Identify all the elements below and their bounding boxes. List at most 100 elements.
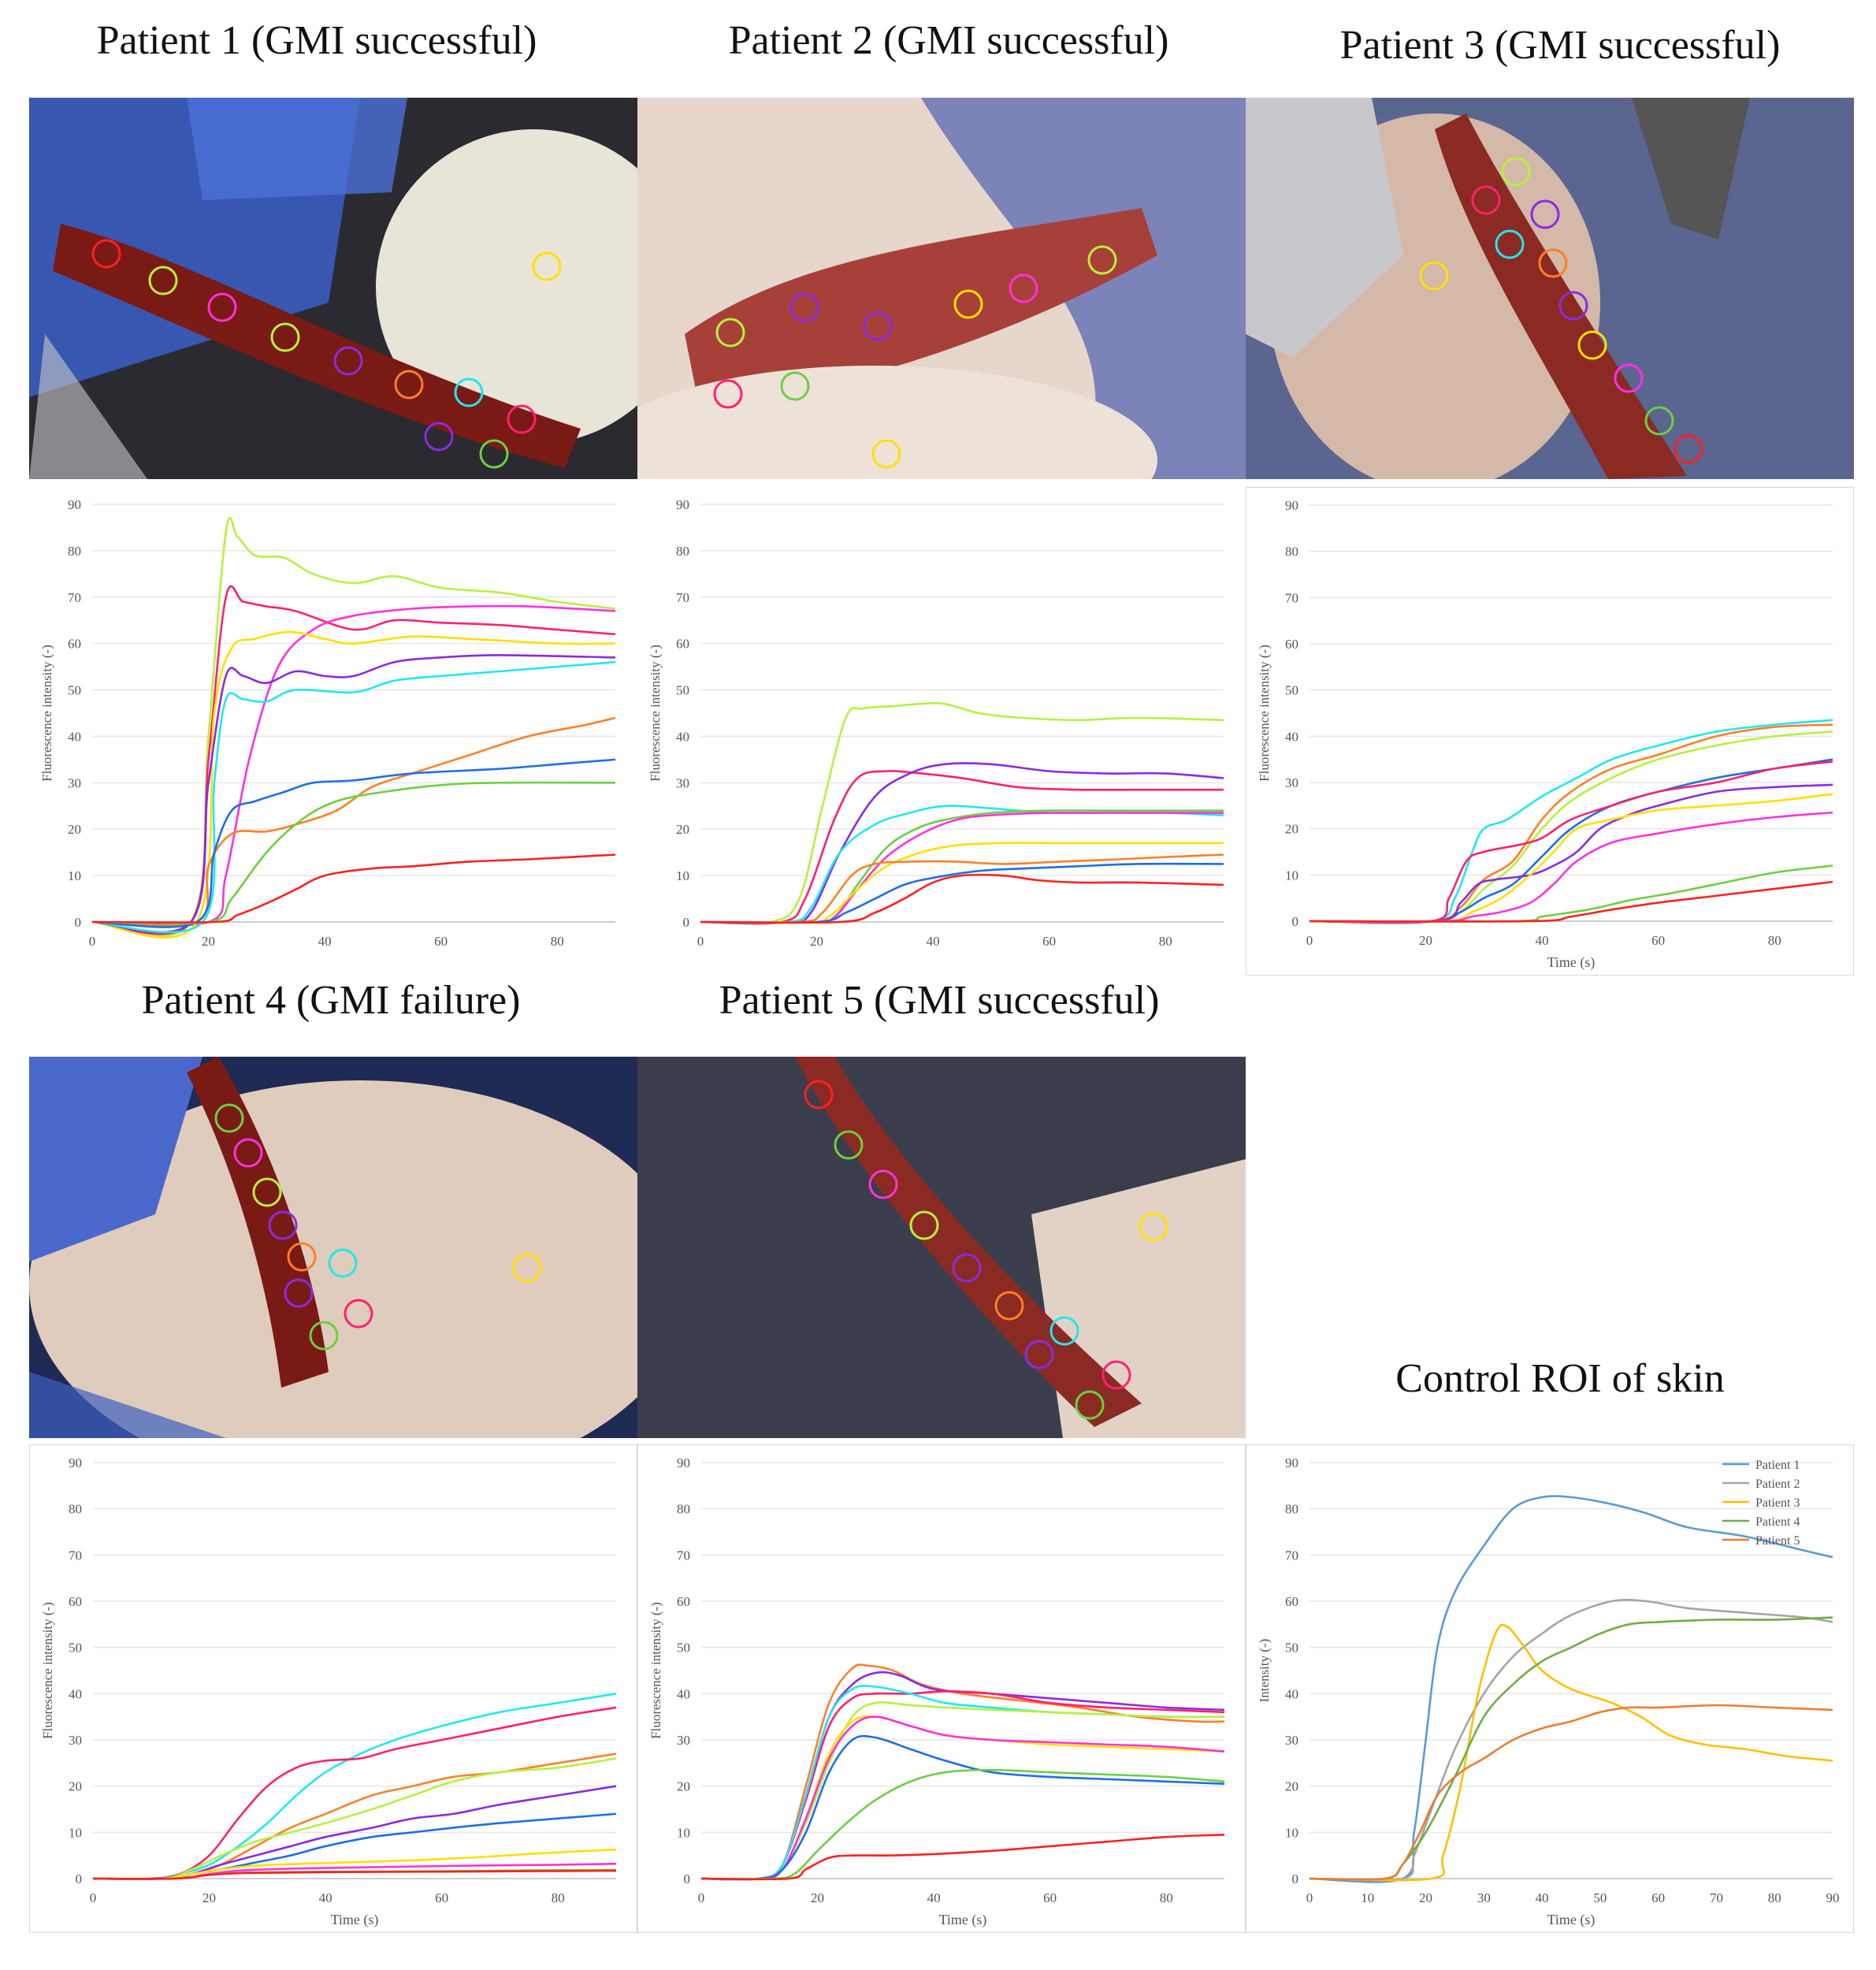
series-line-magenta [700,1715,1225,1881]
x-tick-label: 30 [1477,1890,1491,1905]
x-tick-label: 60 [1043,1890,1057,1905]
y-tick-label: 0 [75,915,82,930]
series-line-cyan [1309,719,1833,924]
x-tick-label: 0 [89,934,96,949]
x-tick-label: 50 [1593,1890,1607,1905]
series-line-red [700,873,1224,924]
y-tick-label: 90 [68,497,81,512]
x-tick-label: 20 [811,1890,824,1905]
chart-svg-control: 0 10 20 30 40 50 60 70 80 90 0 10 20 30 40 50 60 70 80 90 In… [1257,1455,1840,1928]
series-line-green [700,1768,1225,1880]
series-line-yellow [92,1848,617,1880]
surgical-photo-patient-3 [1246,98,1854,479]
chart-patient-5: 0 10 20 30 40 50 60 70 80 90 0 20 40 60 80 Fluorescence… [637,1444,1246,1933]
y-tick-label: 60 [69,1594,82,1609]
y-tick-label: 0 [684,1872,691,1886]
y-tick-label: 90 [677,1455,690,1470]
surgical-photo-patient-4 [29,1057,637,1438]
x-tick-label: 40 [927,1890,941,1905]
chart-control-roi: 0 10 20 30 40 50 60 70 80 90 0 10 20 30 40 50 60 70 80 90 In… [1246,1444,1854,1933]
series-line-lime [91,516,616,937]
control-title: Control ROI of skin [1395,1356,1725,1401]
series-line-blue [1309,758,1833,924]
x-tick-label: 60 [1042,934,1056,949]
x-tick-label: 80 [552,1890,565,1905]
x-tick-label: 80 [1160,1890,1173,1905]
y-tick-label: 80 [1285,545,1298,559]
y-tick-label: 0 [1292,914,1299,929]
y-tick-label: 90 [1285,1455,1298,1470]
y-axis-label: Fluorescence intensity (-) [648,1602,663,1739]
series-line-purple [1309,783,1833,924]
panel-title-patient-5: Patient 5 (GMI successful) [719,978,1160,1023]
series-line-blue [92,1812,617,1880]
y-tick-label: 40 [1285,1686,1298,1701]
y-tick-label: 80 [69,1502,82,1517]
legend-label: Patient 4 [1755,1515,1800,1529]
x-tick-label: 0 [1306,933,1313,948]
x-tick-label: 60 [1651,933,1665,948]
y-tick-label: 20 [69,1779,82,1794]
x-tick-label: 10 [1361,1890,1374,1905]
series-line-orange [700,1663,1225,1881]
y-tick-label: 30 [676,775,689,790]
x-tick-label: 40 [319,1890,332,1905]
series-line-blue [700,1734,1225,1881]
y-tick-label: 40 [676,729,689,744]
series-line-orange [92,1753,617,1880]
series-line-yellow [91,630,616,939]
chart-patient-3: 0 10 20 30 40 50 60 70 80 90 0 20 40 60 80 Fluorescence… [1246,487,1854,976]
x-tick-label: 60 [435,1890,448,1905]
chart-svg-patient-4: 0 10 20 30 40 50 60 70 80 90 0 20 40 60 80 Fluorescence… [40,1455,617,1928]
series-line-patient-3 [1309,1623,1833,1882]
y-tick-label: 60 [677,1594,690,1609]
x-tick-label: 20 [1419,933,1432,948]
series-line-orange [700,853,1224,924]
y-tick-label: 20 [68,822,81,837]
series-line-patient-5 [1309,1704,1833,1881]
series-line-cyan [700,1684,1225,1881]
surgical-photo-patient-5 [637,1057,1246,1438]
y-tick-label: 30 [68,775,81,790]
series-line-patient-1 [1309,1495,1833,1883]
y-tick-label: 50 [69,1641,82,1656]
y-tick-label: 80 [677,1502,690,1517]
series-line-patient-4 [1309,1616,1833,1881]
y-tick-label: 30 [1285,1733,1298,1748]
y-tick-label: 50 [68,683,81,698]
series-line-lime [92,1757,617,1881]
y-axis-label: Fluorescence intensity (-) [648,645,663,782]
y-tick-label: 10 [677,1825,690,1840]
x-tick-label: 80 [1159,934,1172,949]
series-line-purple [91,654,616,934]
x-tick-label: 20 [1419,1890,1432,1905]
x-tick-label: 0 [90,1890,97,1905]
x-tick-label: 40 [927,934,940,949]
y-tick-label: 80 [68,544,81,559]
series-line-green [1309,864,1833,923]
y-axis-label: Fluorescence intensity (-) [40,1602,55,1739]
x-axis-label: Time (s) [1547,954,1596,971]
x-axis-label: Time (s) [331,1912,379,1928]
series-line-red [91,853,616,924]
y-tick-label: 70 [677,1548,690,1563]
y-tick-label: 50 [1285,1641,1298,1656]
x-tick-label: 60 [1651,1890,1665,1905]
x-tick-label: 0 [698,1890,705,1905]
series-line-pink [1309,760,1833,924]
y-tick-label: 80 [1285,1502,1298,1517]
series-line-blue [700,862,1224,924]
surgical-photo-patient-1 [29,98,637,479]
y-tick-label: 40 [1285,729,1298,744]
series-line-green [700,809,1224,924]
surgical-photo-patient-2 [637,98,1246,479]
y-tick-label: 40 [677,1686,690,1701]
y-tick-label: 10 [676,868,689,883]
x-tick-label: 40 [1536,933,1549,948]
y-tick-label: 60 [1285,1594,1298,1609]
legend-label: Patient 5 [1755,1534,1800,1548]
y-tick-label: 90 [69,1455,82,1470]
panel-title-patient-2: Patient 2 (GMI successful) [728,18,1169,63]
y-tick-label: 70 [1285,1548,1298,1563]
chart-patient-4: 0 10 20 30 40 50 60 70 80 90 0 20 40 60 80 Fluorescence… [29,1444,637,1933]
